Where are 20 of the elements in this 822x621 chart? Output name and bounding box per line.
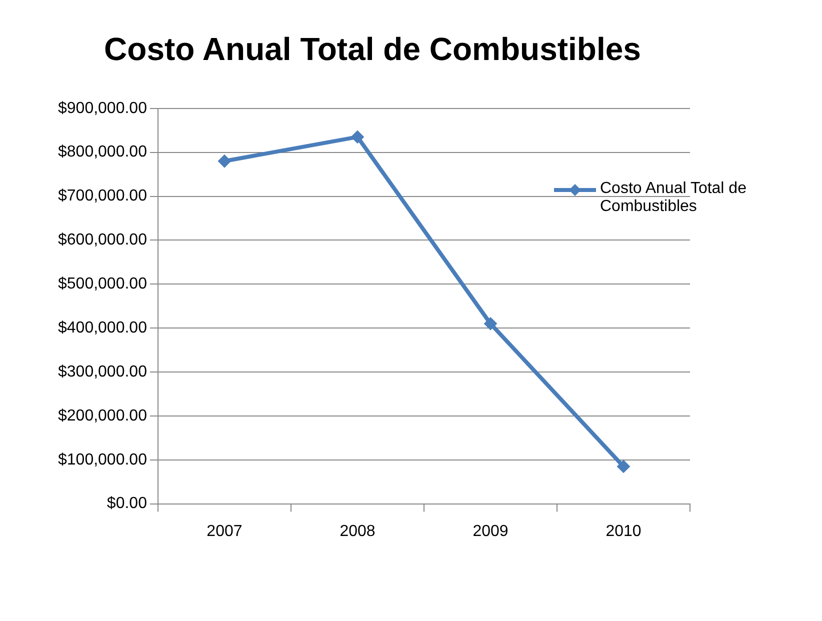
y-tick-label: $500,000.00 [58,276,148,293]
y-tick-label: $800,000.00 [58,144,148,161]
y-tick-label: $700,000.00 [58,188,148,205]
point [350,130,364,144]
y-tick-label: $400,000.00 [58,319,148,336]
y-tick-label: $0.00 [106,495,148,512]
x-tick-label: 2010 [606,522,642,540]
point [218,154,231,168]
x-tick-label: 2008 [340,522,376,540]
y-tick-label: $100,000.00 [58,451,148,468]
x-tick-label: 2009 [472,522,508,540]
point [484,317,497,330]
y-tick-label: $200,000.00 [58,407,148,424]
y-tick-label: $300,000.00 [58,363,148,380]
x-tick-label: 2007 [206,522,242,540]
y-tick-label: $600,000.00 [58,232,148,249]
legend-label: Costo Anual Total de Combustibles [600,180,748,216]
point [616,460,630,473]
y-tick-label: $900,000.00 [58,100,148,117]
chart-title: Costo Anual Total de Combustibles [104,31,641,68]
